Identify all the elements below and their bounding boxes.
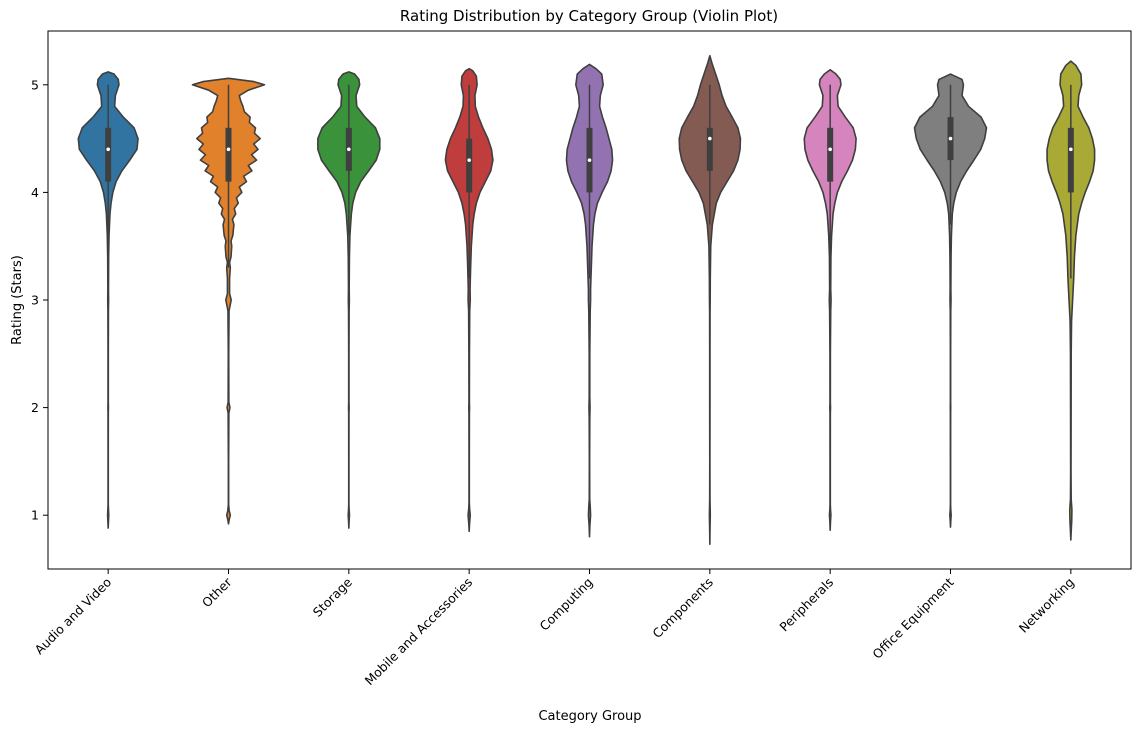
y-tick-label: 4 bbox=[31, 185, 39, 200]
violin-iqr-box bbox=[105, 127, 112, 182]
violin-median-dot bbox=[1069, 147, 1073, 152]
violin-body bbox=[1046, 60, 1096, 541]
violin-iqr-box bbox=[706, 127, 713, 171]
chart-title: Rating Distribution by Category Group (V… bbox=[400, 7, 778, 25]
violin-iqr-box bbox=[1067, 127, 1074, 193]
x-axis: Audio and Video Other Storage Mobile and Ac… bbox=[32, 569, 1077, 688]
violin-median-dot bbox=[347, 147, 351, 152]
violin-median-dot bbox=[467, 158, 471, 162]
x-tick-label: Office Equipment bbox=[869, 574, 956, 661]
x-tick-label: Storage bbox=[310, 574, 355, 619]
violin-median-dot bbox=[828, 147, 832, 152]
x-tick-label: Other bbox=[199, 574, 235, 610]
violin-iqr-box bbox=[827, 127, 834, 182]
violin-median-dot bbox=[948, 136, 953, 141]
violin-iqr-box bbox=[466, 138, 473, 193]
x-tick-label: Components bbox=[649, 575, 716, 642]
x-tick-label: Mobile and Accessories bbox=[362, 575, 476, 689]
violin-median-dot bbox=[587, 158, 592, 162]
violin-body bbox=[678, 54, 742, 546]
x-tick-label: Audio and Video bbox=[32, 575, 115, 658]
violin-body bbox=[913, 73, 988, 528]
x-axis-label: Category Group bbox=[538, 709, 641, 724]
violin-body bbox=[77, 71, 139, 529]
violin-body bbox=[565, 63, 614, 538]
y-tick-label: 1 bbox=[31, 508, 39, 523]
y-tick-label: 3 bbox=[31, 293, 39, 308]
violin-iqr-box bbox=[225, 127, 232, 182]
violin-body bbox=[444, 67, 494, 533]
violin-median-dot bbox=[226, 147, 231, 152]
x-tick-label: Peripherals bbox=[776, 575, 836, 635]
violin-body bbox=[191, 77, 266, 525]
violins-layer bbox=[77, 54, 1096, 546]
violin-median-dot bbox=[708, 136, 712, 141]
y-tick-label: 2 bbox=[31, 400, 39, 415]
y-axis: 1 2 3 4 5 bbox=[31, 77, 48, 523]
violin-body bbox=[317, 71, 381, 529]
violin-body bbox=[803, 68, 857, 532]
y-axis-label: Rating (Stars) bbox=[10, 255, 25, 345]
y-tick-label: 5 bbox=[31, 77, 39, 92]
x-tick-label: Networking bbox=[1016, 575, 1077, 636]
violin-median-dot bbox=[106, 147, 110, 152]
x-tick-label: Computing bbox=[536, 575, 595, 634]
